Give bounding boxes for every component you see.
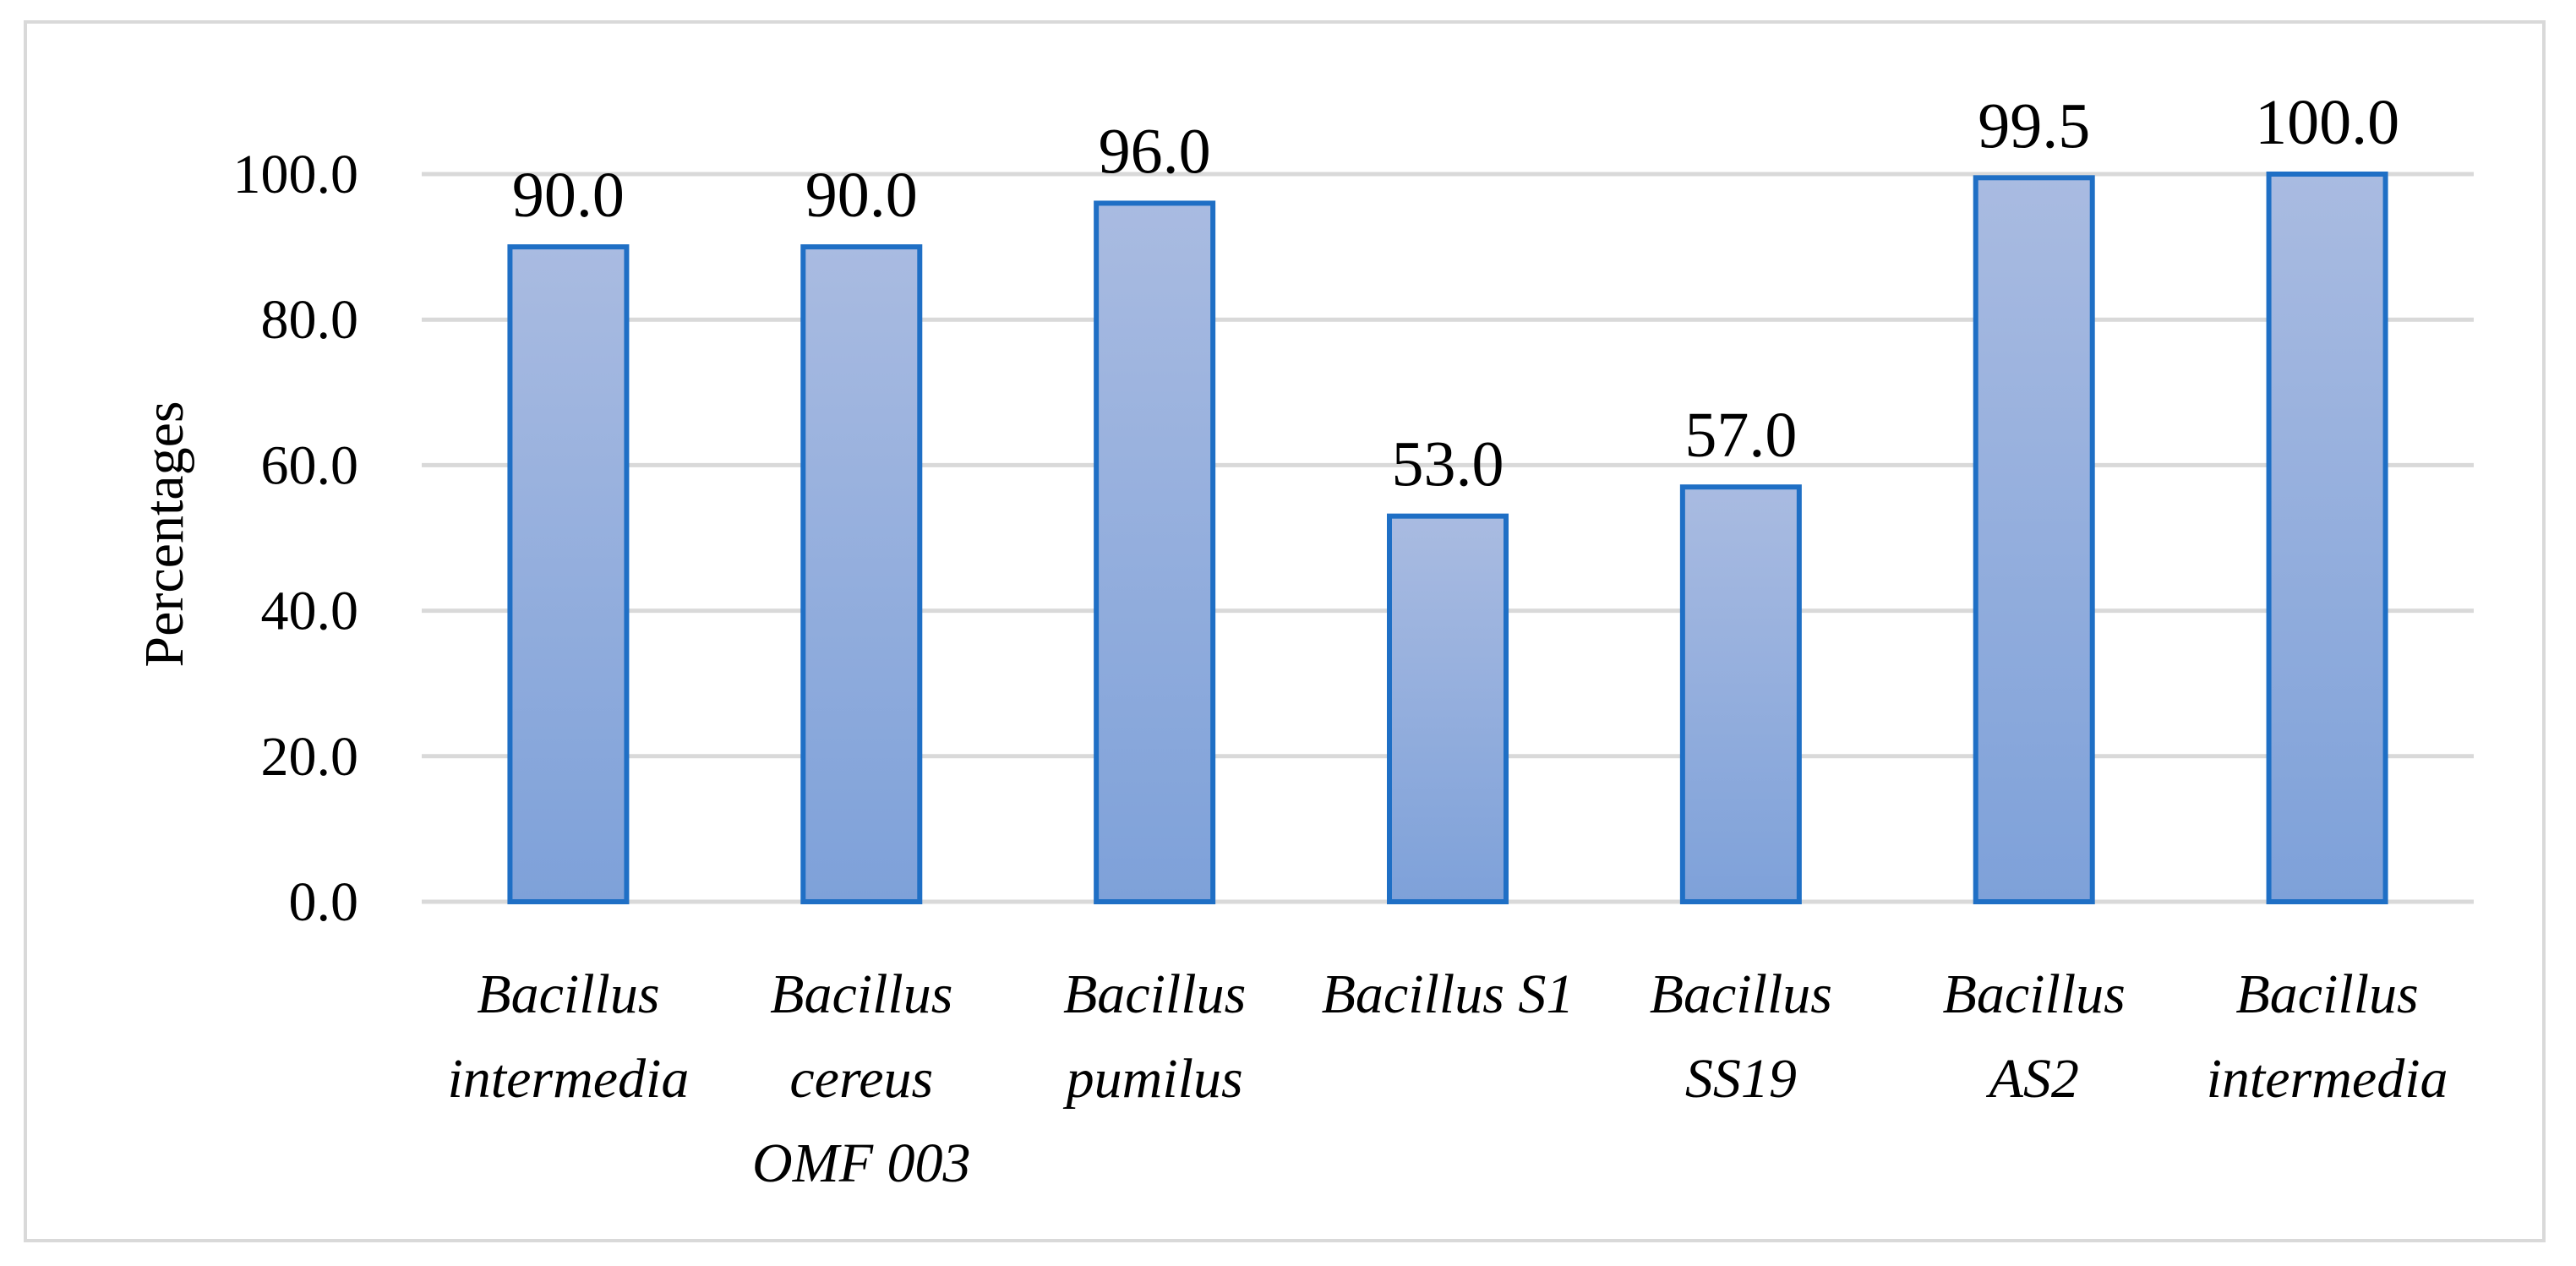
y-tick-label: 100.0 <box>233 144 359 205</box>
x-tick-label: Bacillus intermedia <box>447 963 689 1110</box>
x-tick-label: Bacillus AS2 <box>1943 963 2126 1110</box>
y-tick-label: 20.0 <box>261 726 359 788</box>
data-label: 90.0 <box>805 160 918 231</box>
data-label: 90.0 <box>512 160 625 231</box>
y-axis-label: Percentages <box>134 401 195 667</box>
y-tick-label: 80.0 <box>261 289 359 351</box>
x-tick-label: Bacillus cereus OMF 003 <box>752 963 970 1194</box>
bar-chart: 0.0 20.0 40.0 60.0 80.0 100.0 90.0 90.0 96.0 53.… <box>134 87 2474 1194</box>
y-tick-labels: 0.0 20.0 40.0 60.0 80.0 100.0 <box>233 144 359 933</box>
chart-frame: 0.0 20.0 40.0 60.0 80.0 100.0 90.0 90.0 96.0 53.… <box>24 20 2546 1242</box>
data-label: 99.5 <box>1978 90 2090 161</box>
data-label: 57.0 <box>1684 400 1797 471</box>
bar <box>2266 172 2388 904</box>
x-tick-labels: Bacillus intermedia Bacillus cereus OMF 003 B… <box>447 963 2448 1194</box>
y-tick-label: 60.0 <box>261 434 359 496</box>
bar <box>1094 200 1216 904</box>
bar <box>800 244 923 905</box>
y-tick-label: 0.0 <box>289 871 359 933</box>
data-label: 100.0 <box>2255 87 2399 158</box>
data-label: 53.0 <box>1392 429 1504 500</box>
y-tick-label: 40.0 <box>261 581 359 642</box>
data-labels: 90.0 90.0 96.0 53.0 57.0 99.5 100.0 <box>512 87 2399 500</box>
x-tick-label: Bacillus pumilus <box>1063 963 1247 1110</box>
x-tick-label: Bacillus intermedia <box>2207 963 2448 1110</box>
bar <box>1973 175 2095 904</box>
bars <box>507 172 2388 905</box>
x-tick-label: Bacillus SS19 <box>1650 963 1832 1110</box>
bar <box>1679 484 1802 904</box>
data-label: 96.0 <box>1099 116 1211 187</box>
bar <box>507 244 630 905</box>
x-tick-label: Bacillus S1 <box>1322 963 1575 1025</box>
bar <box>1387 513 1509 904</box>
